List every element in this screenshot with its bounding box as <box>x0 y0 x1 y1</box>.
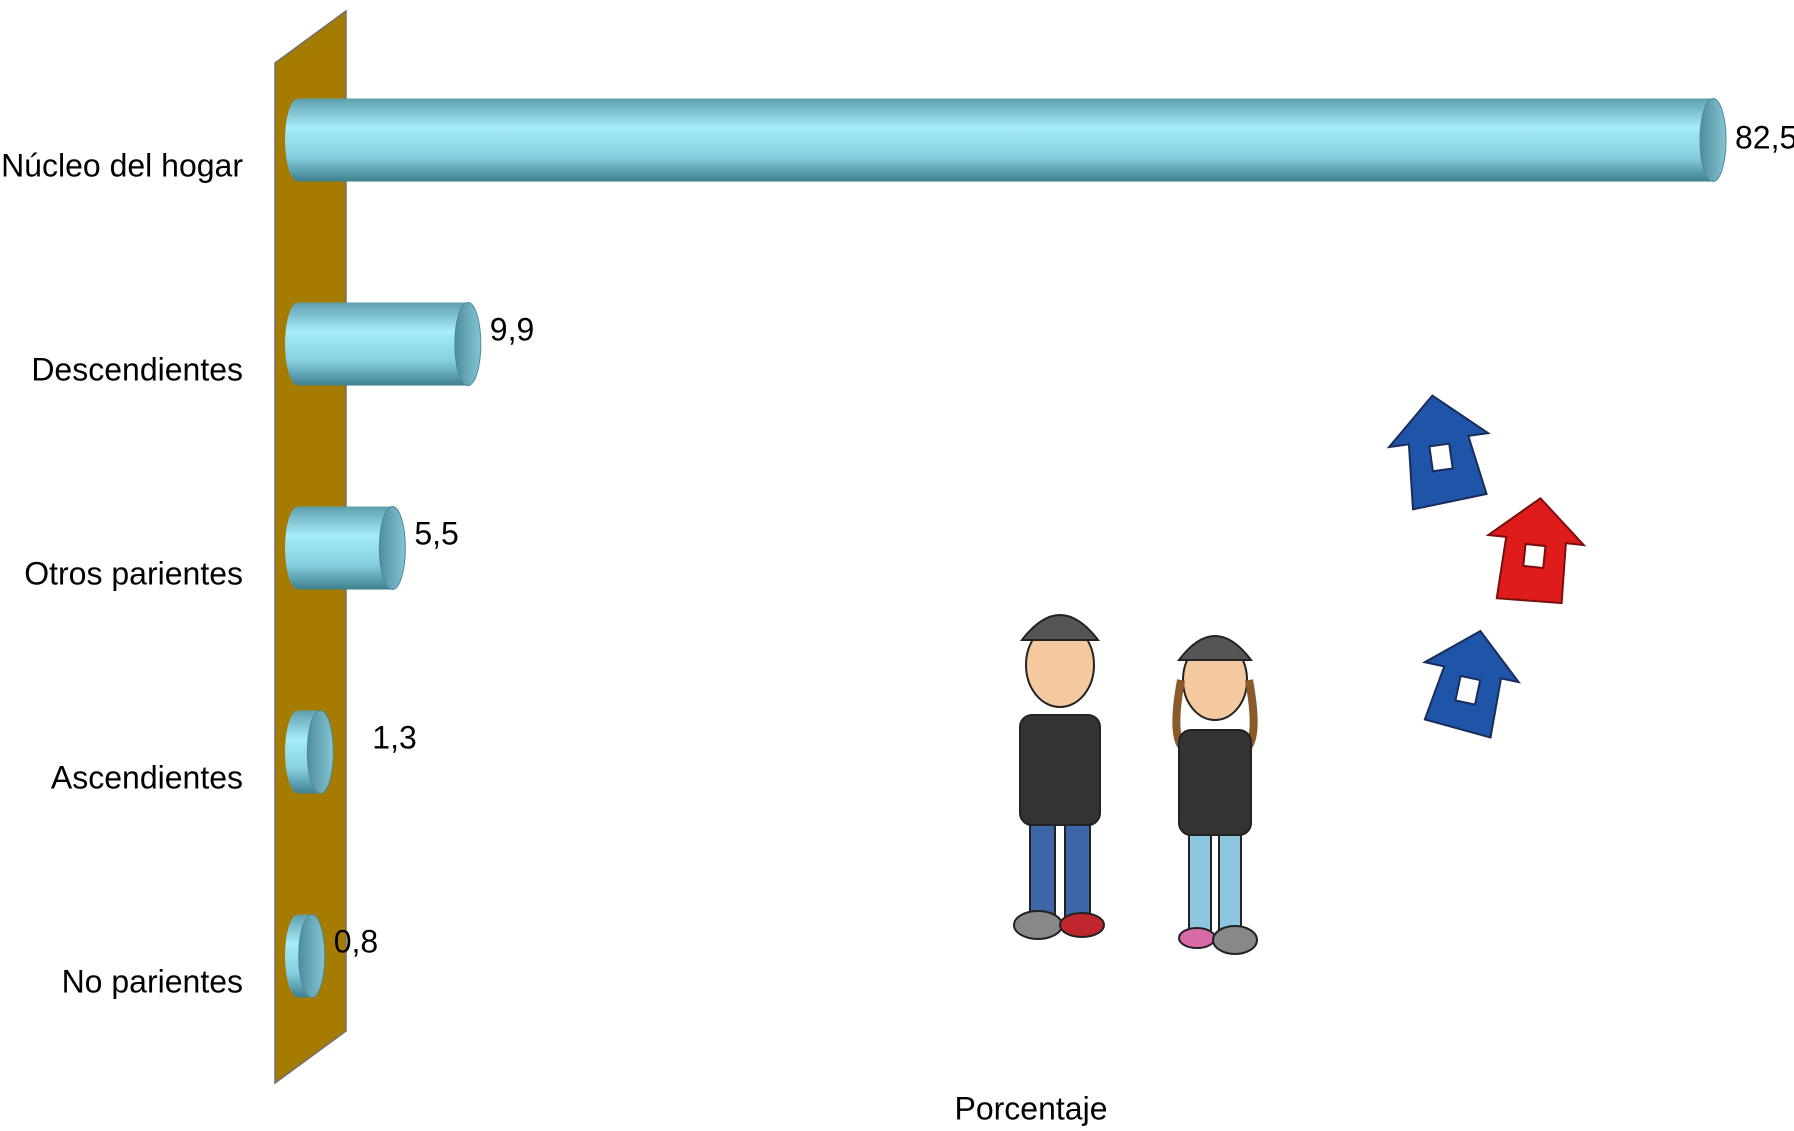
characters-illustration <box>1013 614 1258 955</box>
value-label: 0,8 <box>334 923 378 959</box>
bar-start-cap <box>285 98 311 182</box>
bar-end-cap <box>306 710 334 794</box>
value-label: 82,5 <box>1735 119 1794 155</box>
value-label: 1,3 <box>372 719 416 755</box>
bar-end-cap <box>1699 98 1727 182</box>
bar-body <box>298 302 468 386</box>
bar <box>285 302 482 386</box>
bar-end-cap <box>454 302 482 386</box>
x-axis-label: Porcentaje <box>955 1090 1108 1126</box>
bar-end-cap <box>378 506 406 590</box>
bar <box>285 98 1727 182</box>
value-label: 9,9 <box>490 311 534 347</box>
y-tick-label: Núcleo del hogar <box>1 147 243 183</box>
bar-body <box>298 506 393 590</box>
houses-illustration <box>1386 394 1587 739</box>
y-tick-label: Ascendientes <box>51 759 243 795</box>
y-tick-label: Otros parientes <box>24 555 243 591</box>
y-tick-label: Descendientes <box>31 351 243 387</box>
bar-start-cap <box>285 710 311 794</box>
value-label: 5,5 <box>414 515 458 551</box>
bar-end-cap <box>298 914 326 998</box>
bar <box>285 914 326 998</box>
bar-body <box>298 98 1713 182</box>
bar <box>285 506 406 590</box>
bar <box>285 710 334 794</box>
y-tick-label: No parientes <box>62 963 243 999</box>
bar-start-cap <box>285 506 311 590</box>
bar-start-cap <box>285 302 311 386</box>
